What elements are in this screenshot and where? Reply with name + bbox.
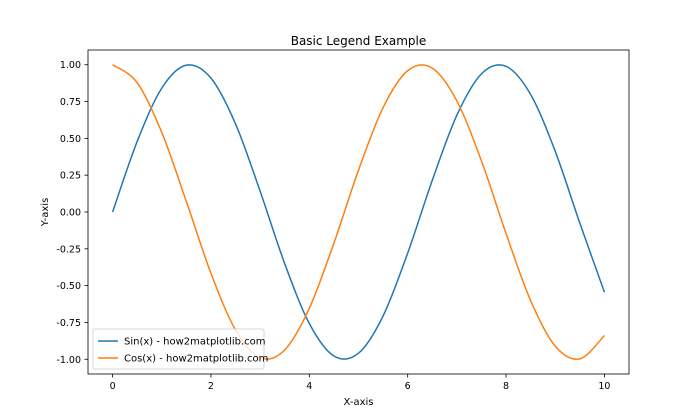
y-axis: 1.00 0.75 0.50 0.25 0.00 -0.25 -0.50 -0.75 -1.00 xyxy=(56,60,88,366)
y-tick-label: 1.00 xyxy=(60,60,81,71)
x-tick-label: 10 xyxy=(598,381,610,392)
legend-label: Cos(x) - how2matplotlib.com xyxy=(124,354,268,365)
x-tick-label: 6 xyxy=(405,381,411,392)
series-layer xyxy=(111,64,606,360)
plot-area xyxy=(88,50,629,374)
x-axis-label: X-axis xyxy=(344,397,374,408)
series-line-sin xyxy=(111,64,606,360)
x-tick-label: 0 xyxy=(110,381,116,392)
x-tick-label: 8 xyxy=(503,381,509,392)
y-tick-label: 0.25 xyxy=(60,171,81,182)
series-line-cos xyxy=(112,64,605,360)
y-tick-label: -1.00 xyxy=(56,355,81,366)
x-axis: 0 2 4 6 8 10 xyxy=(110,374,610,392)
legend: Sin(x) - how2matplotlib.com Cos(x) - how2… xyxy=(92,328,268,370)
y-tick-label: 0.50 xyxy=(60,134,81,145)
y-tick-label: -0.50 xyxy=(56,281,81,292)
y-tick-label: -0.25 xyxy=(56,244,81,255)
y-axis-label: Y-axis xyxy=(40,198,51,228)
legend-box xyxy=(92,328,265,370)
x-tick-label: 2 xyxy=(208,381,214,392)
y-tick-label: 0.75 xyxy=(60,97,81,108)
x-tick-label: 4 xyxy=(306,381,312,392)
legend-label: Sin(x) - how2matplotlib.com xyxy=(124,337,266,348)
y-tick-label: 0.00 xyxy=(60,208,81,219)
y-tick-label: -0.75 xyxy=(56,318,81,329)
chart-title: Basic Legend Example xyxy=(291,34,427,48)
